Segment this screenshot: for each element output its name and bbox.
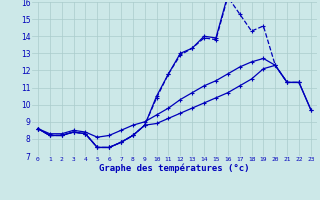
X-axis label: Graphe des températures (°c): Graphe des températures (°c) xyxy=(99,164,250,173)
